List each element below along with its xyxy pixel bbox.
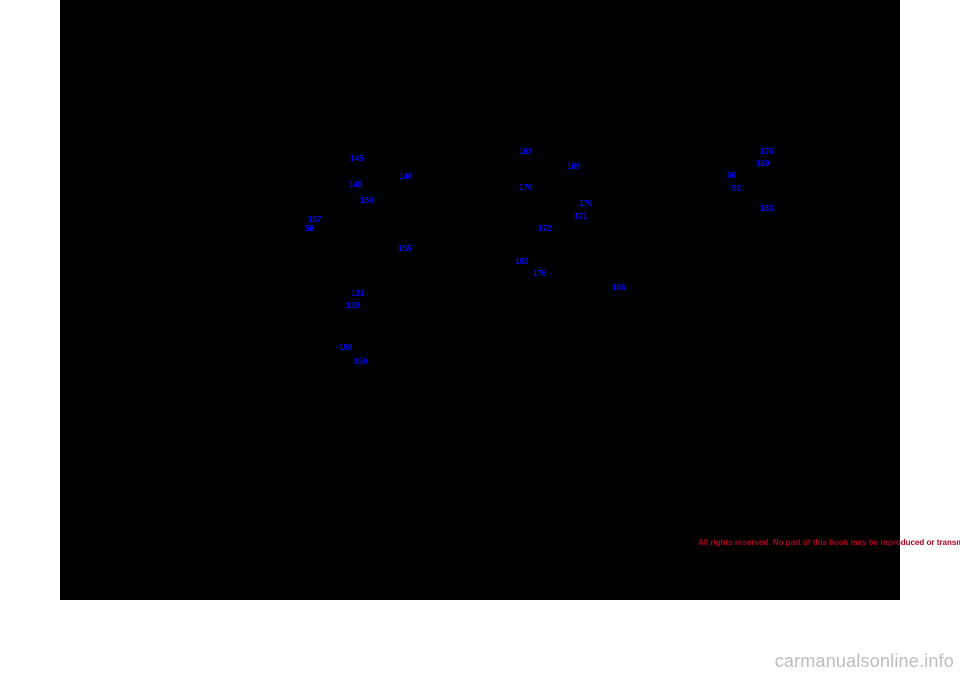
page-link[interactable]: 148 [399, 173, 412, 181]
page-link[interactable]: 150 [360, 197, 373, 205]
page-link[interactable]: 148 [349, 181, 362, 189]
page-link[interactable]: 56 [727, 172, 736, 180]
page-link[interactable]: 58 [305, 225, 314, 233]
page-link[interactable]: 163 [519, 148, 532, 156]
document-page: 145 148 148 150 157 58 155 131 130 158 1… [60, 0, 900, 600]
watermark-text: carmanualsonline.info [775, 651, 954, 672]
page-link[interactable]: 169 [567, 163, 580, 171]
page-link[interactable]: 171 [574, 213, 587, 221]
page-link[interactable]: 189 [756, 160, 769, 168]
page-link[interactable]: 172 [538, 225, 551, 233]
page-link[interactable]: 145 [350, 155, 363, 163]
page-link[interactable]: 158 [339, 344, 352, 352]
page-link[interactable]: 131 [351, 290, 364, 298]
page-link[interactable]: 170 [579, 200, 592, 208]
copyright-note: All rights reserved. No part of this boo… [698, 539, 960, 547]
page-link[interactable]: 170 [519, 184, 532, 192]
page-link[interactable]: 163 [515, 258, 528, 266]
page-link[interactable]: 186 [612, 284, 625, 292]
page-link[interactable]: 183 [760, 205, 773, 213]
page-link[interactable]: 176 [760, 148, 773, 156]
page-link[interactable]: 157 [308, 216, 321, 224]
page-link[interactable]: 130 [346, 302, 359, 310]
page-link[interactable]: 155 [398, 245, 411, 253]
page-link[interactable]: 176 [533, 270, 546, 278]
page-link[interactable]: 58 [732, 185, 741, 193]
page-link[interactable]: 159 [354, 358, 367, 366]
